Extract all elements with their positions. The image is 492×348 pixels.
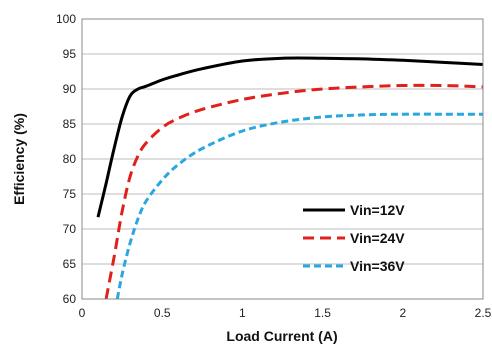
series-lines <box>96 56 484 300</box>
y-tick-label: 65 <box>63 257 77 271</box>
legend-label: Vin=36V <box>350 258 405 274</box>
y-tick-label: 95 <box>63 47 77 61</box>
series-line-vin-36v <box>115 112 483 300</box>
legend: Vin=12V Vin=24V Vin=36V <box>303 202 405 274</box>
series-line-vin-24v <box>104 83 484 300</box>
y-tick-label: 75 <box>63 187 77 201</box>
y-tick-label: 85 <box>63 117 77 131</box>
plot-area-border <box>81 18 484 300</box>
x-tick-label: 2 <box>399 306 406 320</box>
x-tick-label: 2.5 <box>475 306 492 320</box>
y-tick-labels: 60 65 70 75 80 85 90 95 100 <box>56 12 76 306</box>
legend-label: Vin=24V <box>350 230 405 246</box>
y-tick-label: 100 <box>56 12 76 26</box>
y-axis-title: Efficiency (%) <box>11 113 27 205</box>
x-axis-title: Load Current (A) <box>226 328 337 344</box>
x-tick-label: 0 <box>79 306 86 320</box>
series-line-vin-12v <box>96 56 484 218</box>
x-tick-label: 1 <box>239 306 246 320</box>
legend-label: Vin=12V <box>350 202 405 218</box>
y-tick-label: 70 <box>63 222 77 236</box>
y-tick-label: 90 <box>63 82 77 96</box>
y-tick-label: 80 <box>63 152 77 166</box>
gridlines <box>82 53 483 265</box>
x-tick-labels: 0 0.5 1 1.5 2 2.5 <box>79 306 492 320</box>
x-tick-label: 0.5 <box>154 306 171 320</box>
x-tick-label: 1.5 <box>314 306 331 320</box>
y-tick-label: 60 <box>63 292 77 306</box>
